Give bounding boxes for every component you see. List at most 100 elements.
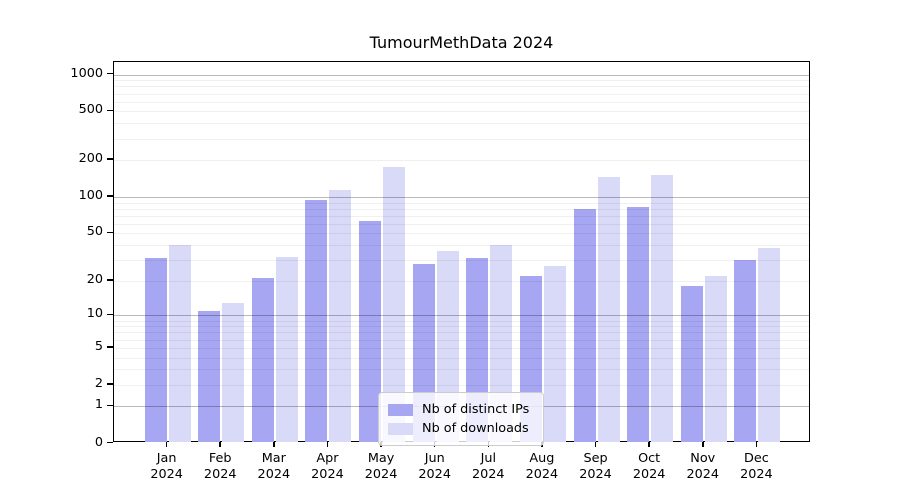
y-tick-label-100: 100 xyxy=(78,188,103,203)
y-tick-label-5: 5 xyxy=(94,338,103,354)
gridline-minor-400 xyxy=(114,123,809,125)
x-tick-year-jul: 2024 xyxy=(472,466,505,482)
x-tick-label-feb: Feb 2024 xyxy=(190,451,250,482)
gridline-minor-20 xyxy=(114,280,809,282)
gridline-minor-60 xyxy=(114,223,809,225)
y-tick-label-500: 500 xyxy=(78,102,103,118)
legend: Nb of distinct IPs Nb of downloads xyxy=(378,392,544,446)
gridline-minor-7 xyxy=(114,332,809,334)
gridline-minor-5 xyxy=(114,347,809,349)
gridline-major-100 xyxy=(114,197,809,198)
y-tick-mark-2 xyxy=(107,383,113,385)
x-tick-month-nov: Nov xyxy=(690,451,716,466)
x-tick-year-may: 2024 xyxy=(364,466,398,482)
chart-title: TumourMethData 2024 xyxy=(369,33,554,52)
bar-may-distinct-ips xyxy=(359,221,382,443)
legend-label-distinct-ips: Nb of distinct IPs xyxy=(422,402,530,417)
x-tick-month-dec: Dec xyxy=(743,451,769,466)
x-tick-year-sep: 2024 xyxy=(579,466,612,482)
bar-jan-downloads xyxy=(168,245,191,443)
x-tick-mark-apr xyxy=(326,442,329,447)
gridline-minor-900 xyxy=(114,80,809,82)
gridline-major-1000 xyxy=(114,74,809,76)
gridline-minor-4 xyxy=(114,357,809,359)
x-tick-mark-nov xyxy=(702,442,704,447)
gridline-minor-8 xyxy=(114,326,809,328)
x-tick-label-jan: Jan 2024 xyxy=(137,451,197,482)
x-tick-label-aug: Aug 2024 xyxy=(512,451,572,482)
bar-mar-distinct-ips xyxy=(251,278,274,443)
bar-nov-downloads xyxy=(704,276,727,443)
x-tick-year-feb: 2024 xyxy=(203,466,237,482)
bar-aug-downloads xyxy=(543,265,566,443)
bar-sep-distinct-ips xyxy=(573,208,596,443)
y-tick-label-50: 50 xyxy=(86,224,103,240)
y-tick-mark-500 xyxy=(107,109,113,112)
x-tick-mark-oct xyxy=(648,442,650,447)
x-tick-month-mar: Mar xyxy=(261,451,286,466)
gridline-minor-700 xyxy=(114,93,809,95)
x-tick-year-oct: 2024 xyxy=(632,466,666,482)
x-tick-year-aug: 2024 xyxy=(525,466,559,482)
gridline-minor-50 xyxy=(114,233,809,235)
x-tick-label-apr: Apr 2024 xyxy=(297,451,357,482)
x-tick-label-jun: Jun 2024 xyxy=(405,451,465,482)
y-tick-mark-50 xyxy=(107,231,113,234)
y-tick-label-2: 2 xyxy=(94,375,103,391)
bar-oct-distinct-ips xyxy=(627,206,650,443)
y-tick-mark-10 xyxy=(107,313,113,316)
x-tick-year-jan: 2024 xyxy=(150,466,183,482)
y-tick-mark-1 xyxy=(107,404,113,407)
plot-area xyxy=(113,61,810,443)
bar-apr-downloads xyxy=(329,190,352,443)
x-tick-mark-dec xyxy=(755,442,758,447)
legend-swatch-downloads xyxy=(388,422,413,435)
x-tick-label-oct: Oct 2024 xyxy=(619,451,679,482)
y-tick-label-10: 10 xyxy=(86,306,103,322)
x-tick-label-mar: Mar 2024 xyxy=(244,451,304,482)
x-tick-year-nov: 2024 xyxy=(686,466,720,482)
y-tick-mark-0 xyxy=(107,441,113,444)
gridline-minor-90 xyxy=(114,202,809,204)
gridline-minor-200 xyxy=(114,160,809,162)
legend-item-downloads: Nb of downloads xyxy=(388,420,534,437)
y-tick-mark-200 xyxy=(107,158,113,160)
gridline-minor-70 xyxy=(114,215,809,217)
x-tick-mark-sep xyxy=(594,442,597,447)
y-tick-label-0: 0 xyxy=(94,434,103,450)
x-tick-month-may: May xyxy=(367,451,395,466)
x-tick-year-apr: 2024 xyxy=(311,466,344,482)
gridline-minor-80 xyxy=(114,208,809,210)
x-tick-year-mar: 2024 xyxy=(257,466,291,482)
y-tick-label-1: 1 xyxy=(94,397,103,413)
bar-oct-downloads xyxy=(651,174,674,443)
gridline-major-10 xyxy=(114,315,809,317)
x-tick-year-jun: 2024 xyxy=(418,466,451,482)
bar-apr-distinct-ips xyxy=(305,200,328,443)
bar-dec-distinct-ips xyxy=(734,260,757,443)
y-tick-mark-1000 xyxy=(107,72,113,75)
x-tick-month-feb: Feb xyxy=(208,451,232,466)
gridline-minor-30 xyxy=(114,260,809,262)
y-tick-mark-5 xyxy=(107,346,113,348)
x-tick-mark-jan xyxy=(165,442,168,447)
y-tick-mark-20 xyxy=(107,279,113,281)
gridline-minor-40 xyxy=(114,245,809,247)
y-tick-mark-100 xyxy=(107,195,113,197)
x-tick-label-dec: Dec 2024 xyxy=(726,451,786,482)
x-tick-month-sep: Sep xyxy=(583,451,608,466)
gridline-minor-500 xyxy=(114,111,809,113)
bar-mar-downloads xyxy=(275,256,298,443)
x-tick-label-nov: Nov 2024 xyxy=(673,451,733,482)
gridline-minor-2 xyxy=(114,384,809,386)
gridline-minor-800 xyxy=(114,86,809,88)
x-tick-month-jan: Jan xyxy=(156,451,177,466)
gridline-minor-3 xyxy=(114,369,809,371)
x-tick-mark-mar xyxy=(273,442,275,447)
bar-feb-downloads xyxy=(222,302,245,443)
x-tick-year-dec: 2024 xyxy=(740,466,773,482)
bar-feb-distinct-ips xyxy=(198,310,221,443)
x-tick-month-aug: Aug xyxy=(529,451,555,466)
gridline-minor-600 xyxy=(114,101,809,103)
